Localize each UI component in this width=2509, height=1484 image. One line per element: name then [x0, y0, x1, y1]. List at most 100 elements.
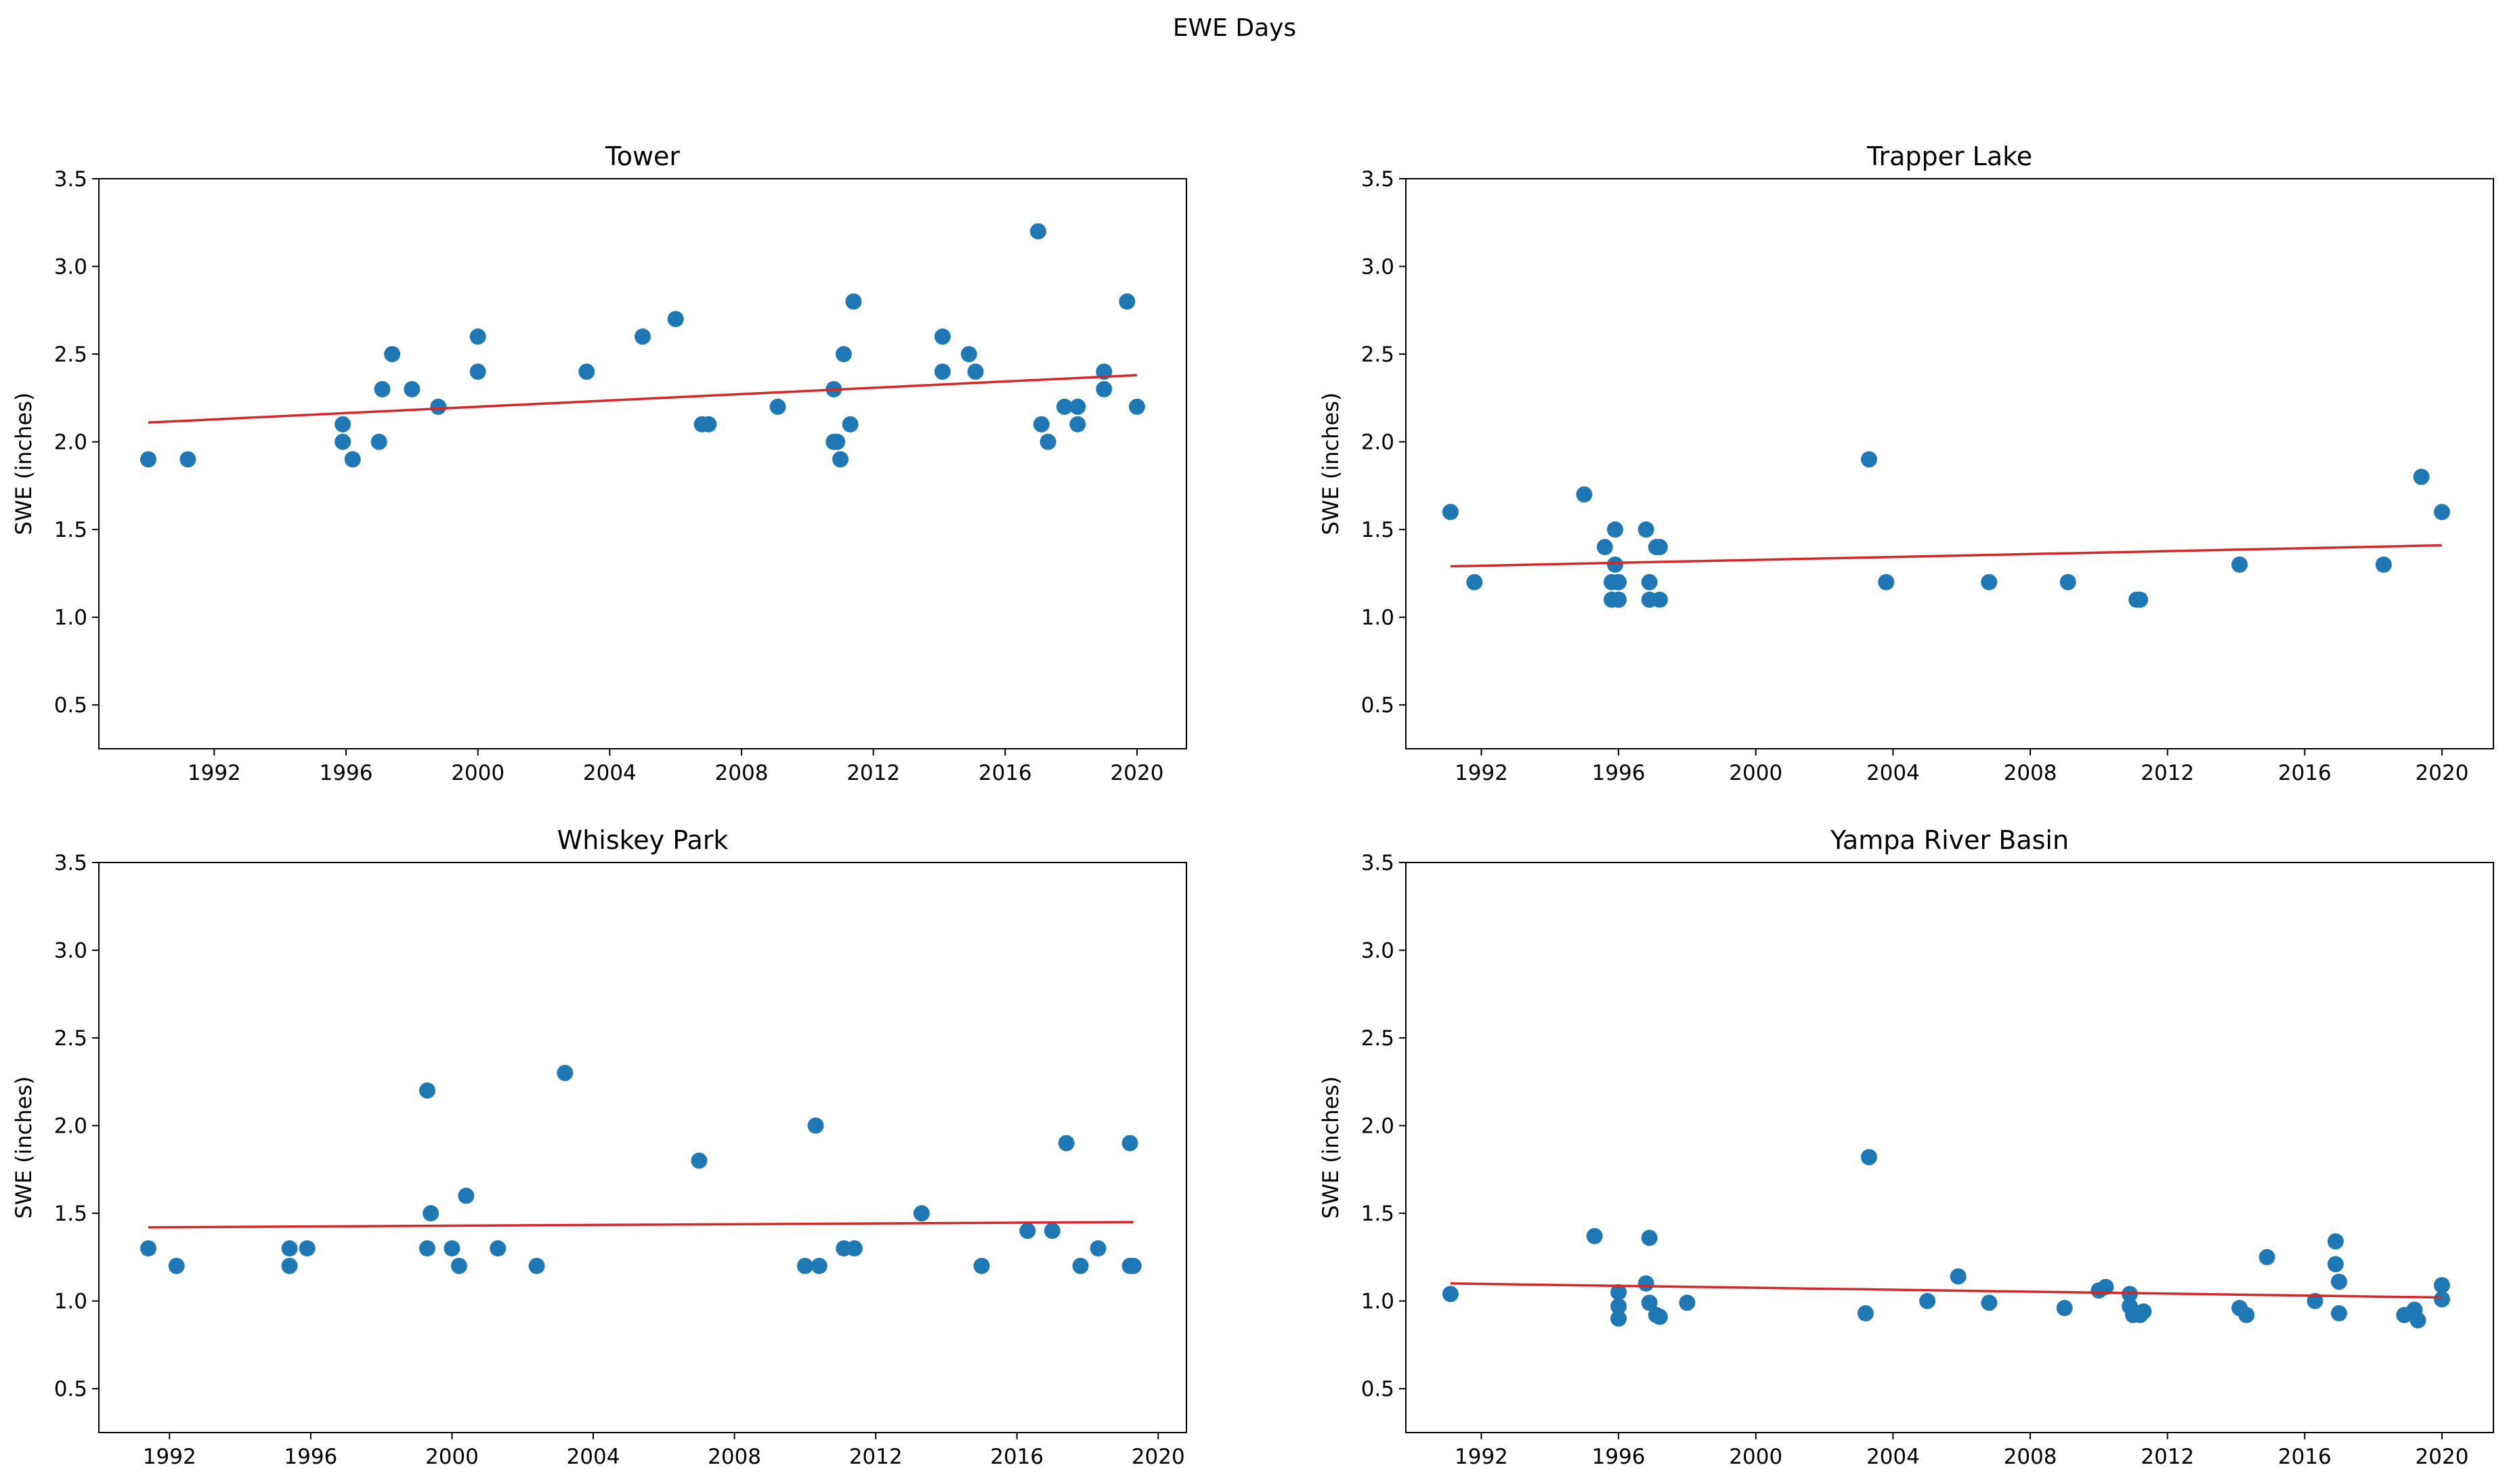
data-point — [1651, 539, 1668, 556]
data-point — [960, 346, 977, 363]
data-point — [1641, 573, 1658, 590]
y-tick-label: 1.0 — [54, 1290, 87, 1314]
data-point — [528, 1257, 545, 1274]
trend-line — [148, 374, 1138, 424]
y-tick-label: 2.5 — [54, 343, 87, 367]
data-point — [811, 1257, 828, 1274]
data-point — [2238, 1307, 2255, 1324]
data-point — [2331, 1305, 2348, 1322]
data-point — [2059, 573, 2076, 590]
y-tick-label: 3.0 — [54, 939, 87, 963]
data-point — [1860, 451, 1877, 468]
x-tick-label: 1996 — [284, 1445, 337, 1469]
data-point — [281, 1240, 298, 1257]
y-tick-label: 2.5 — [1361, 1026, 1394, 1051]
data-point — [2258, 1248, 2275, 1265]
y-tick-label: 3.5 — [54, 167, 87, 192]
data-point — [2413, 468, 2430, 485]
data-point — [1056, 398, 1073, 415]
data-point — [635, 328, 651, 345]
x-tick-label: 2004 — [567, 1445, 620, 1469]
plot-area-frame — [1405, 862, 2494, 1433]
data-point — [835, 346, 852, 363]
data-point — [490, 1240, 507, 1257]
y-tick-label: 1.5 — [54, 1202, 87, 1226]
y-tick-label: 3.5 — [1361, 851, 1394, 875]
data-point — [934, 363, 951, 380]
data-point — [832, 451, 849, 468]
data-point — [1950, 1268, 1967, 1285]
y-tick-label: 3.5 — [54, 851, 87, 875]
subplot-yampa-river-basin: Yampa River Basin SWE (inches) 0.5 1.0 1.5 2.… — [1318, 825, 2494, 1469]
data-point — [2327, 1256, 2344, 1273]
x-tick-label: 2016 — [990, 1445, 1044, 1469]
data-point — [1586, 1227, 1603, 1244]
data-point — [1596, 539, 1613, 556]
data-point — [842, 416, 859, 433]
data-point — [1044, 1223, 1060, 1240]
x-tick-label: 2008 — [708, 1445, 761, 1469]
data-point — [1058, 1135, 1075, 1152]
x-tick-label: 2012 — [2141, 761, 2194, 785]
data-point — [1030, 223, 1046, 240]
y-tick-label: 2.5 — [54, 1026, 87, 1051]
data-point — [1637, 521, 1654, 538]
data-point — [1610, 1310, 1627, 1327]
data-point — [179, 451, 196, 468]
data-point — [1442, 504, 1459, 521]
subplot-title: Whiskey Park — [557, 825, 729, 855]
data-point — [578, 363, 595, 380]
data-point — [140, 1240, 156, 1257]
data-point — [2135, 1303, 2152, 1320]
data-point — [691, 1152, 708, 1169]
subplot-title: Yampa River Basin — [1830, 825, 2069, 855]
x-tick-label: 2004 — [1866, 1445, 1920, 1469]
data-point — [1129, 398, 1145, 415]
data-point — [829, 433, 846, 450]
data-point — [370, 433, 387, 450]
trend-line — [148, 1221, 1134, 1229]
x-tick-label: 2020 — [2416, 761, 2469, 785]
data-point — [1610, 573, 1627, 590]
data-point — [1096, 380, 1113, 397]
data-point — [1610, 1298, 1627, 1315]
data-point — [973, 1257, 990, 1274]
y-axis-label: SWE (inches) — [1318, 1076, 1344, 1219]
x-tick-label: 2016 — [2278, 761, 2332, 785]
x-tick-label: 1992 — [1455, 1445, 1508, 1469]
data-point — [2434, 1291, 2451, 1308]
y-axis-label: SWE (inches) — [11, 393, 37, 536]
data-point — [450, 1257, 467, 1274]
data-point — [1607, 556, 1624, 573]
y-tick-label: 3.0 — [1361, 255, 1394, 280]
y-tick-label: 3.0 — [54, 255, 87, 280]
x-tick-label: 2008 — [715, 761, 769, 785]
data-point — [1072, 1257, 1089, 1274]
data-point — [430, 398, 447, 415]
x-tick-label: 2000 — [1729, 1445, 1782, 1469]
data-point — [1466, 573, 1483, 590]
figure-suptitle: EWE Days — [1173, 14, 1296, 42]
data-point — [1576, 486, 1593, 503]
y-tick-label: 2.0 — [54, 431, 87, 455]
data-point — [469, 363, 486, 380]
data-point — [1679, 1294, 1696, 1311]
x-tick-label: 2020 — [2416, 1445, 2469, 1469]
data-point — [384, 346, 401, 363]
data-point — [469, 328, 486, 345]
data-point — [667, 311, 684, 328]
data-point — [845, 293, 862, 310]
y-tick-label: 0.5 — [54, 693, 87, 718]
data-point — [1033, 416, 1050, 433]
data-point — [1860, 1149, 1877, 1166]
data-point — [1651, 591, 1668, 608]
x-tick-label: 2020 — [1111, 761, 1164, 785]
data-point — [1610, 1284, 1627, 1301]
data-point — [281, 1257, 298, 1274]
data-point — [344, 451, 361, 468]
subplot-title: Tower — [605, 141, 680, 171]
data-point — [557, 1064, 574, 1081]
data-point — [419, 1240, 435, 1257]
data-point — [2097, 1278, 2114, 1295]
